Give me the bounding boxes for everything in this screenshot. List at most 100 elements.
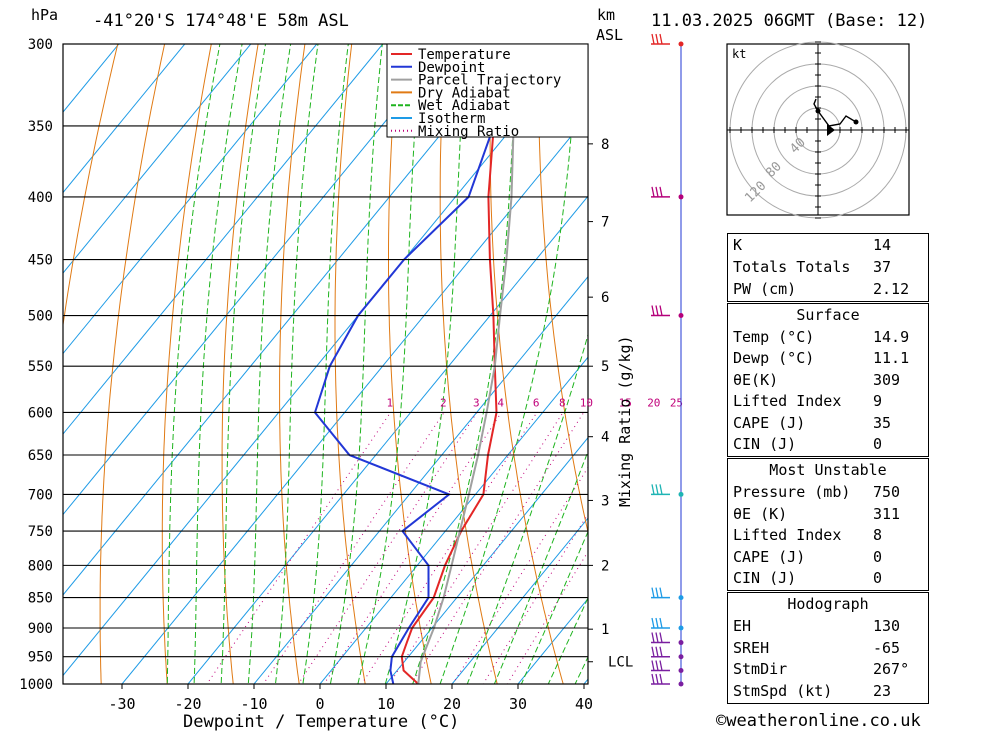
temperature-line xyxy=(400,44,498,684)
dry-adiabat-line xyxy=(63,44,119,329)
wind-level-dot xyxy=(678,595,684,601)
wind-barb xyxy=(651,617,670,629)
wind-barb xyxy=(651,484,670,496)
index-label: SREH xyxy=(733,639,770,657)
index-label: Lifted Index xyxy=(733,392,842,410)
mixing-ratio-label: 1 xyxy=(387,396,394,409)
isotherm-line xyxy=(63,44,120,113)
index-label: θE(K) xyxy=(733,371,779,389)
wind-barb-flag xyxy=(659,617,663,629)
isotherm-line xyxy=(0,0,132,710)
wind-barb-flag xyxy=(651,646,655,657)
isotherm-line xyxy=(63,44,318,355)
wind-level-dot xyxy=(678,41,684,47)
general-indices: K 14 Totals Totals 37 PW (cm) 2.12 xyxy=(727,233,929,302)
wind-barb-flag xyxy=(655,632,659,643)
legend-label: Dewpoint xyxy=(418,60,485,76)
index-label: Pressure (mb) xyxy=(733,483,851,501)
index-label: K xyxy=(733,236,743,254)
isotherm-line xyxy=(63,44,252,274)
km-tick-label: 2 xyxy=(601,558,609,574)
mixing-ratio-label: 15 xyxy=(619,396,632,409)
mixing-ratio-line xyxy=(410,412,585,684)
index-value: 311 xyxy=(873,505,901,523)
surface-indices: Surface Temp (°C) 14.9 Dewp (°C) 11.1 θE(K… xyxy=(727,303,929,457)
asl-label: ASL xyxy=(596,26,624,44)
most-unstable-title: Most Unstable xyxy=(769,461,887,479)
wind-barb-flag xyxy=(659,305,663,316)
mixing-ratio-label: 8 xyxy=(559,396,566,409)
index-label: Totals Totals xyxy=(733,258,851,276)
x-axis-label: Dewpoint / Temperature (°C) xyxy=(183,712,459,732)
dry-adiabat-line xyxy=(942,0,1000,710)
parcel-trajectory-line xyxy=(417,44,516,684)
wind-level-dot xyxy=(678,654,684,660)
pressure-label: 500 xyxy=(28,309,53,325)
km-tick-label: 1 xyxy=(601,622,609,638)
legend-box xyxy=(386,43,589,138)
wind-barb-flag xyxy=(651,587,655,598)
profile-lines xyxy=(313,44,516,684)
wind-barb xyxy=(651,660,670,672)
index-value: 0 xyxy=(873,435,883,453)
wind-barb-flag xyxy=(651,632,655,643)
pressure-label: 900 xyxy=(28,621,53,637)
wind-barb-flag xyxy=(651,186,655,198)
wind-level-dot xyxy=(678,313,684,319)
wind-barb-flag xyxy=(651,673,655,685)
mixing-ratio-line xyxy=(262,412,445,684)
index-value: 267° xyxy=(873,660,910,678)
index-label: StmSpd (kt) xyxy=(733,682,833,700)
wind-level-dot xyxy=(678,640,684,646)
wind-barb-flag xyxy=(651,33,655,45)
mixing-ratio-label: 3 xyxy=(473,396,480,409)
mixing-ratio-line xyxy=(506,550,588,684)
wind-barb-flag xyxy=(655,673,659,685)
km-axis: 8 7 6 5 4 3 2 1 LCL xyxy=(588,137,633,671)
wind-barb-flag xyxy=(655,484,659,495)
pressure-label: 850 xyxy=(28,591,53,607)
pressure-label: 300 xyxy=(28,37,53,53)
wind-barb-flag xyxy=(651,617,655,629)
isotherm-line xyxy=(451,517,588,684)
km-tick-label: 8 xyxy=(601,137,609,153)
x-tick-label: -10 xyxy=(240,695,267,713)
index-value: 11.1 xyxy=(873,349,910,367)
storm-motion-marker xyxy=(827,124,835,136)
dewpoint-line xyxy=(313,44,495,684)
isotherm-line xyxy=(63,44,186,194)
legend-label: Dry Adiabat xyxy=(418,85,511,101)
wind-barb xyxy=(651,673,670,685)
index-label: Lifted Index xyxy=(733,526,842,544)
wind-barb xyxy=(651,632,670,644)
wind-barb-flag xyxy=(659,186,663,198)
wind-level-dot xyxy=(678,194,684,200)
index-label: PW (cm) xyxy=(733,280,797,298)
isotherm-line xyxy=(63,44,384,435)
x-tick-label: 20 xyxy=(443,695,461,713)
km-tick-label: 4 xyxy=(601,430,609,446)
index-label: CIN (J) xyxy=(733,569,797,587)
dry-adiabat-line xyxy=(99,44,166,684)
pressure-label: 1000 xyxy=(19,677,53,693)
km-label: km xyxy=(597,6,616,24)
mixing-ratio-label: 10 xyxy=(580,396,593,409)
wind-barb-flag xyxy=(655,186,659,198)
most-unstable-indices: Most Unstable Pressure (mb) 750 θE (K) 311… xyxy=(727,458,929,591)
wind-barb xyxy=(651,587,670,599)
index-label: Dewp (°C) xyxy=(733,349,815,367)
isotherm-line xyxy=(319,356,588,684)
km-tick-label: 6 xyxy=(601,290,609,306)
wind-level-dot xyxy=(678,625,684,631)
index-value: 8 xyxy=(873,526,883,544)
wind-barbs xyxy=(651,33,684,687)
x-tick-label: 30 xyxy=(509,695,527,713)
index-value: 0 xyxy=(873,548,883,566)
wind-barb-flag xyxy=(655,305,659,316)
mixing-ratio-line xyxy=(323,412,502,684)
index-value: 0 xyxy=(873,569,883,587)
km-tick-label: 7 xyxy=(601,215,609,231)
index-value: 309 xyxy=(873,371,901,389)
pressure-label: 350 xyxy=(28,119,53,135)
pressure-label: 600 xyxy=(28,405,53,421)
